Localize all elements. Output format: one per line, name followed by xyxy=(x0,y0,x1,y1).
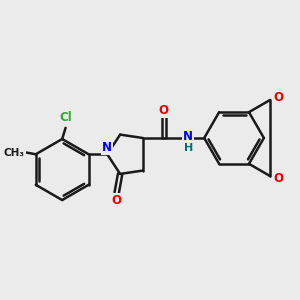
Text: O: O xyxy=(274,172,284,185)
Text: Cl: Cl xyxy=(59,111,72,124)
Text: O: O xyxy=(159,104,169,117)
Text: O: O xyxy=(112,194,122,206)
Text: CH₃: CH₃ xyxy=(4,148,25,158)
Text: O: O xyxy=(274,91,284,104)
Text: H: H xyxy=(184,143,193,153)
Text: N: N xyxy=(102,141,112,154)
Text: N: N xyxy=(183,130,193,143)
